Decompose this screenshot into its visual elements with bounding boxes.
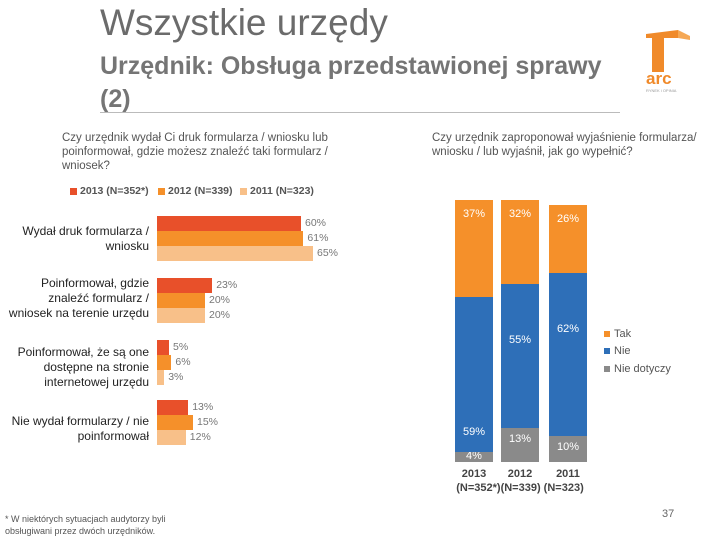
- right-category-label: 2011: [556, 468, 580, 480]
- left-bar: [157, 415, 193, 430]
- left-bar: [157, 430, 186, 445]
- right-category-label: 2013: [461, 468, 487, 480]
- right-segment-label: 37%: [462, 208, 486, 220]
- left-chart-legend: 2013 (N=352*) 2012 (N=339) 2011 (N=323): [70, 185, 370, 199]
- legend-item-2011: 2011 (N=323): [240, 185, 314, 197]
- legend-label-2013: 2013 (N=352*): [80, 185, 149, 197]
- right-bar-segment: [455, 296, 493, 452]
- legend-swatch-2012: [158, 187, 165, 195]
- left-bar: [157, 370, 165, 385]
- right-bar-segment: [549, 435, 587, 462]
- legend-label-tak: Tak: [614, 328, 632, 340]
- left-bar-value-label: 6%: [175, 356, 191, 368]
- arc-logo: arc RYNEK i OPINIA: [646, 30, 690, 93]
- left-bar-value-label: 3%: [168, 371, 184, 383]
- right-segment-label: 10%: [556, 440, 580, 453]
- legend-swatch-nie: [604, 348, 610, 354]
- right-bar-segment: [549, 205, 587, 274]
- left-bar: [157, 231, 304, 246]
- right-segment-label: 26%: [556, 213, 580, 226]
- left-category-label: Poinformował, gdzie znaleźć formularz / …: [8, 276, 149, 320]
- right-chart-sample-sizes: (N=352*)(N=339) (N=323): [456, 482, 584, 494]
- right-category-label: 2012: [507, 468, 533, 480]
- left-chart-question: Czy urzędnik wydał Ci druk formularza / …: [62, 132, 328, 172]
- title-divider: [100, 112, 620, 113]
- footnote: * W niektórych sytuacjach audytorzy byli…: [5, 514, 166, 536]
- left-bar: [157, 308, 205, 323]
- left-bar-value-label: 60%: [305, 217, 327, 229]
- right-bar-segment: [455, 451, 493, 462]
- left-category-label: Poinformował, że są one dostępne na stro…: [17, 345, 149, 389]
- left-bar-value-label: 20%: [209, 294, 231, 306]
- legend-swatch-tak: [604, 331, 610, 337]
- right-legend-tak: Tak: [604, 328, 631, 340]
- left-bar-value-label: 61%: [307, 232, 329, 244]
- left-bar-value-label: 20%: [209, 309, 231, 321]
- left-bar: [157, 355, 172, 370]
- left-bar-value-label: 23%: [216, 279, 238, 291]
- right-bar-segment: [501, 283, 539, 428]
- right-segment-label: 32%: [508, 208, 532, 220]
- left-bar-value-label: 65%: [317, 247, 339, 259]
- left-bar-value-label: 15%: [197, 416, 219, 428]
- right-segment-label: 59%: [462, 425, 486, 438]
- right-stacked-chart: 4% 59% 37% 2013 13% 55% 32% 2012 10% 62% 26% 2011: [455, 200, 587, 480]
- left-bar-value-label: 12%: [189, 431, 211, 443]
- right-bar-segment: [549, 273, 587, 436]
- right-segment-label: 4%: [466, 450, 482, 462]
- legend-item-2012: 2012 (N=339): [158, 185, 233, 197]
- left-bar: [157, 293, 205, 308]
- legend-swatch-2013: [70, 187, 77, 195]
- left-category-label: Nie wydał formularzy / nie poinformował: [11, 414, 149, 443]
- left-bar: [157, 340, 169, 355]
- legend-label-nie-dotyczy: Nie dotyczy: [614, 363, 671, 375]
- left-category-label: Wydał druk formularza / wniosku: [22, 224, 149, 253]
- right-segment-label: 62%: [556, 323, 580, 336]
- right-chart-question: Czy urzędnik zaproponował wyjaśnienie fo…: [432, 132, 697, 158]
- right-bar-segment: [501, 200, 539, 284]
- legend-label-2012: 2012 (N=339): [168, 185, 233, 197]
- legend-swatch-nie-dotyczy: [604, 366, 610, 372]
- left-bar: [157, 246, 313, 261]
- left-bar: [157, 278, 213, 293]
- right-legend-nie-dotyczy: Nie dotyczy: [604, 363, 671, 375]
- left-bar: [157, 216, 301, 231]
- left-bar-value-label: 5%: [173, 341, 189, 353]
- logo-subtext: RYNEK i OPINIA: [646, 88, 677, 93]
- right-segment-label: 55%: [508, 333, 532, 346]
- legend-swatch-2011: [240, 187, 247, 195]
- legend-item-2013: 2013 (N=352*): [70, 185, 149, 197]
- page-title: Wszystkie urzędy: [100, 2, 388, 43]
- page-subtitle: Urzędnik: Obsługa przedstawionej sprawy …: [100, 52, 602, 113]
- right-legend-nie: Nie: [604, 345, 631, 357]
- page-number: 37: [662, 508, 675, 520]
- right-bar-segment: [455, 200, 493, 297]
- legend-label-nie: Nie: [614, 345, 631, 357]
- legend-label-2011: 2011 (N=323): [250, 185, 314, 197]
- logo-text: arc: [646, 69, 672, 88]
- left-bar-value-label: 13%: [192, 401, 214, 413]
- left-bar: [157, 400, 189, 415]
- right-bar-segment: [501, 427, 539, 462]
- left-bar-chart: Wydał druk formularza / wniosku 60% 61% 65%…: [8, 216, 339, 445]
- right-segment-label: 13%: [508, 432, 532, 445]
